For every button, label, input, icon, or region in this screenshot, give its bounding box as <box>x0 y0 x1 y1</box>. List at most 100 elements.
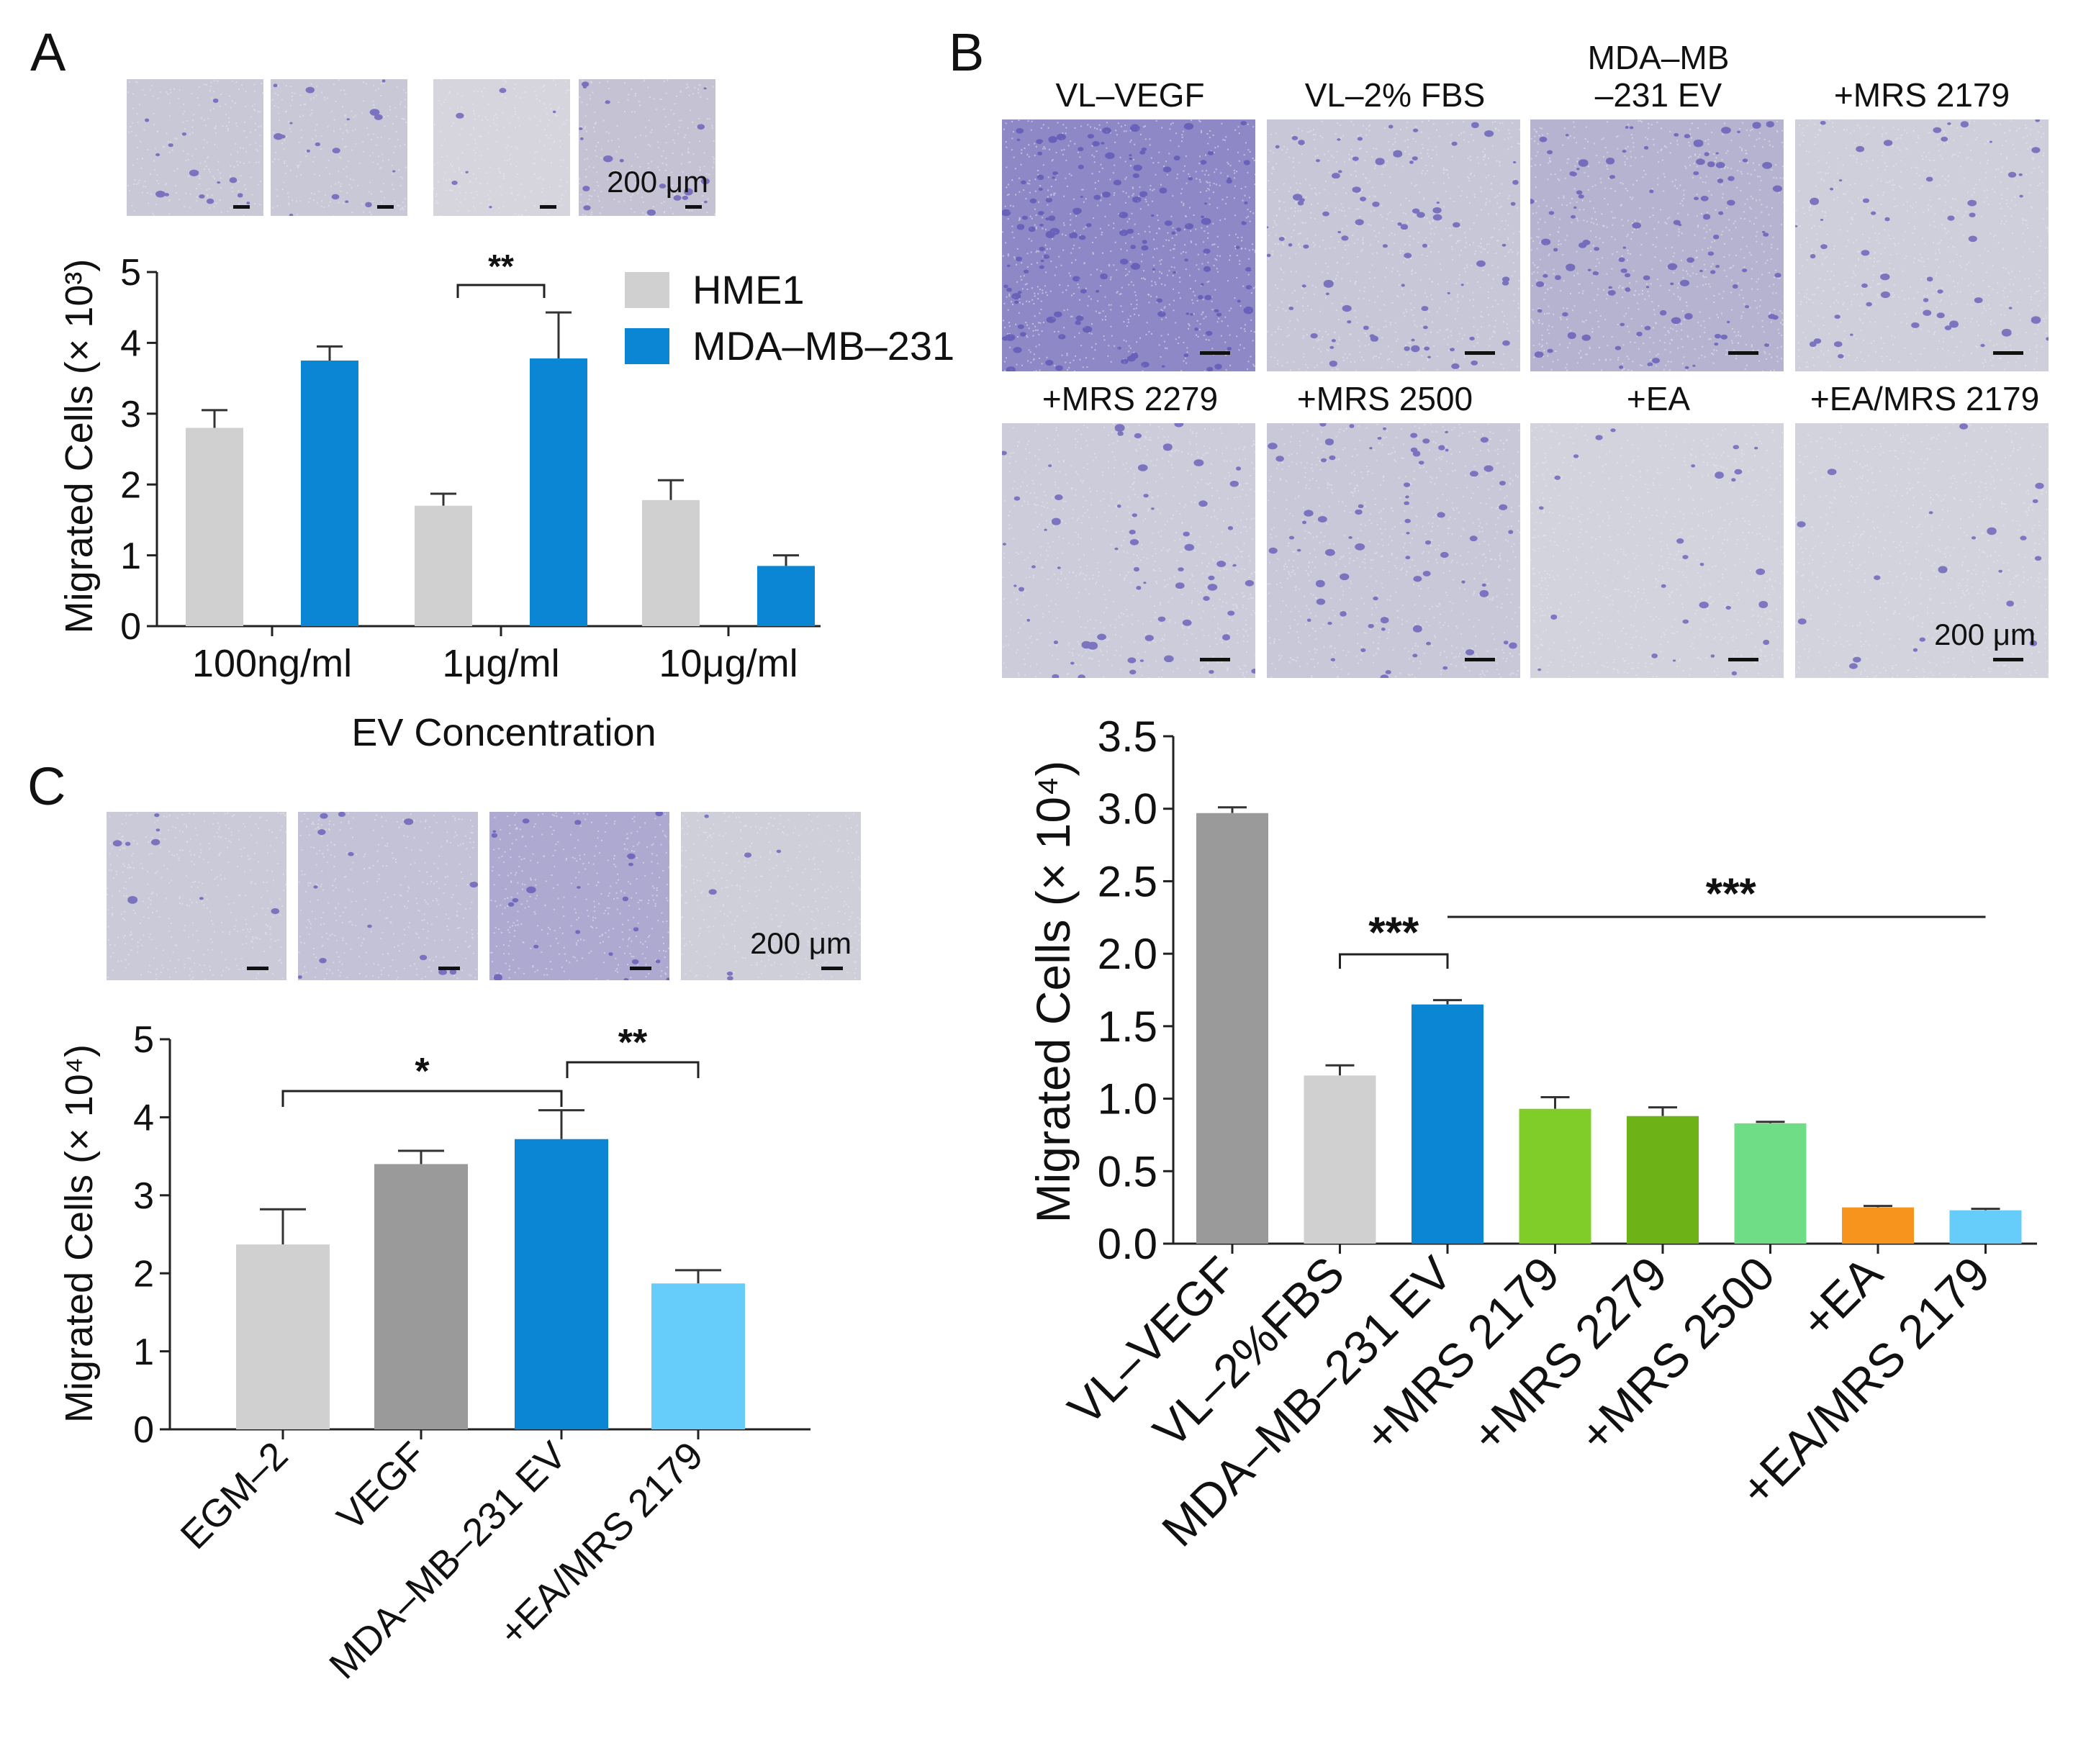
micrograph-title-line: –231 EV <box>1594 76 1722 114</box>
micrograph <box>1530 119 1784 371</box>
micrograph: 200 μm <box>1795 423 2049 678</box>
bar <box>1519 1108 1591 1244</box>
scale-bar <box>630 967 651 970</box>
scale-bar <box>1200 658 1230 661</box>
y-tick-label: 2.0 <box>1098 930 1157 978</box>
y-tick-label: 3 <box>133 1175 154 1217</box>
micrograph-cells <box>1530 121 1782 369</box>
bar <box>530 358 587 626</box>
bar <box>515 1139 608 1429</box>
bar <box>757 566 815 626</box>
micrograph <box>107 812 286 980</box>
micrograph: 200 μm <box>681 812 861 980</box>
micrograph-title: VL–2% FBS <box>1304 76 1486 114</box>
legend-swatch <box>625 328 669 364</box>
chart-b: 0.00.51.01.52.02.53.03.5VL–VEGFVL–2%FBSM… <box>1026 713 2037 1557</box>
scale-bar <box>1465 351 1495 355</box>
legend-label: HME1 <box>692 267 805 312</box>
micrograph <box>1002 119 1255 371</box>
significance-label: *** <box>1368 908 1419 956</box>
y-tick-label: 3 <box>120 394 141 435</box>
y-axis-title: Migrated Cells (× 10³) <box>58 259 101 634</box>
bar <box>1734 1123 1807 1244</box>
panel-b-letter: B <box>949 22 985 82</box>
scale-bar <box>685 205 702 209</box>
significance-label: ** <box>488 248 514 285</box>
scale-bar <box>438 967 460 970</box>
micrograph-title: +EA <box>1626 380 1691 417</box>
y-tick-label: 1 <box>120 535 141 577</box>
y-tick-label: 0 <box>133 1409 154 1451</box>
y-tick-label: 5 <box>133 1019 154 1061</box>
micrograph-speckle <box>1795 423 2049 678</box>
micrograph-texture <box>107 812 286 980</box>
y-tick-label: 0 <box>120 606 141 648</box>
bar <box>186 428 243 626</box>
micrograph-texture <box>579 79 715 216</box>
scale-bar <box>377 205 394 209</box>
panel-a-letter: A <box>30 22 66 82</box>
scale-bar <box>1993 658 2023 661</box>
micrograph <box>271 79 407 216</box>
bar <box>651 1283 745 1429</box>
micrograph-texture <box>127 80 263 216</box>
micrograph-texture <box>298 812 478 980</box>
y-tick-label: 1 <box>133 1331 154 1373</box>
micrograph <box>489 812 669 980</box>
scale-bar <box>540 205 556 209</box>
significance-bracket <box>566 1061 700 1078</box>
scale-bar <box>1728 351 1758 355</box>
significance-label: * <box>415 1051 430 1093</box>
y-tick-label: 1.0 <box>1098 1075 1157 1123</box>
y-tick-label: 2 <box>133 1253 154 1295</box>
bar <box>1627 1116 1699 1244</box>
micrograph-speckle <box>298 813 478 980</box>
scale-bar <box>247 967 268 970</box>
micrograph-title: +MRS 2279 <box>1042 380 1219 417</box>
micrograph-title: +MRS 2179 <box>1833 76 2010 114</box>
bar <box>415 505 472 626</box>
scale-bar <box>233 205 250 209</box>
micrograph-title: +MRS 2500 <box>1296 380 1473 417</box>
bar <box>1196 813 1268 1244</box>
x-tick-label: 1μg/ml <box>442 642 559 685</box>
micrograph <box>1795 119 2049 371</box>
micrograph-title: MDA–MB –231 EV <box>1530 39 1787 114</box>
y-axis-title: Migrated Cells (× 10⁴) <box>1026 761 1080 1224</box>
y-tick-label: 3.5 <box>1098 713 1157 761</box>
y-tick-label: 4 <box>133 1098 154 1139</box>
significance-bracket <box>1339 953 1449 969</box>
micrograph-texture <box>1795 423 2049 678</box>
y-tick-label: 0.5 <box>1098 1147 1157 1195</box>
bar <box>1949 1210 2022 1244</box>
micrograph-title: +EA/MRS 2179 <box>1810 380 2040 417</box>
x-tick-label: MDA–MB–231 EV <box>321 1434 574 1687</box>
bar <box>642 499 700 626</box>
micrograph <box>433 79 570 216</box>
micrograph-cells <box>145 98 250 205</box>
micrograph <box>1267 119 1520 371</box>
micrograph <box>1530 423 1784 678</box>
scale-bar <box>821 967 843 970</box>
significance-bracket <box>281 1090 563 1107</box>
micrograph-title: VL–VEGF <box>1055 76 1205 114</box>
x-tick-label: 100ng/ml <box>192 642 352 685</box>
scale-bar-label: 200 μm <box>607 165 708 199</box>
y-tick-label: 1.5 <box>1098 1003 1157 1051</box>
micrograph <box>1002 423 1255 678</box>
bar <box>301 361 358 626</box>
y-tick-label: 3.0 <box>1098 785 1157 833</box>
micrograph-texture <box>1530 119 1784 371</box>
x-tick-label: EGM–2 <box>173 1434 297 1557</box>
bar <box>1304 1075 1376 1244</box>
micrograph-speckle <box>107 812 286 980</box>
legend-label: MDA–MB–231 <box>692 323 954 368</box>
scale-bar <box>1200 351 1230 355</box>
scale-bar <box>1465 658 1495 661</box>
bar <box>1412 1004 1483 1244</box>
bar <box>1842 1207 1914 1244</box>
bar <box>374 1164 468 1429</box>
micrograph-speckle <box>579 79 715 216</box>
